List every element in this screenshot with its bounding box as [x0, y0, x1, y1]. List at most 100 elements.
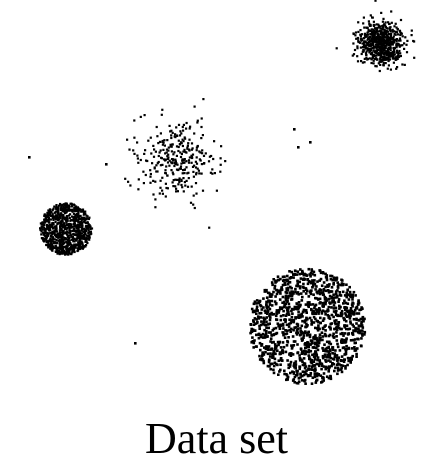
cluster-point-left-small-disk: [61, 225, 64, 228]
cluster-point-top-right-dense: [382, 26, 385, 29]
cluster-point-left-small-disk: [83, 237, 86, 240]
cluster-point-upper-middle-sparse: [154, 206, 157, 209]
cluster-point-bottom-right-large-disk: [294, 360, 298, 363]
cluster-point-bottom-right-large-disk: [348, 285, 351, 289]
cluster-point-top-right-dense: [374, 38, 377, 41]
cluster-point-top-right-dense: [367, 20, 370, 23]
cluster-point-left-small-disk: [44, 219, 47, 222]
cluster-point-bottom-right-large-disk: [346, 333, 350, 336]
cluster-point-upper-middle-sparse: [164, 159, 167, 162]
cluster-point-upper-middle-sparse: [220, 145, 223, 148]
cluster-point-top-right-dense: [391, 57, 394, 60]
cluster-point-bottom-right-large-disk: [266, 352, 270, 356]
cluster-point-left-small-disk: [39, 227, 42, 230]
cluster-point-top-right-dense: [359, 35, 362, 38]
cluster-point-bottom-right-large-disk: [313, 372, 317, 376]
cluster-point-upper-middle-sparse: [156, 162, 159, 165]
cluster-point-bottom-right-large-disk: [296, 316, 299, 319]
cluster-point-bottom-right-large-disk: [284, 329, 288, 332]
cluster-point-bottom-right-large-disk: [320, 367, 323, 371]
cluster-point-left-small-disk: [53, 211, 56, 214]
cluster-point-bottom-right-large-disk: [303, 363, 306, 367]
cluster-point-upper-middle-sparse: [153, 148, 156, 151]
cluster-point-left-small-disk: [71, 236, 74, 239]
cluster-point-bottom-right-large-disk: [270, 304, 274, 307]
cluster-point-upper-middle-sparse: [190, 154, 193, 157]
cluster-point-upper-middle-sparse: [157, 160, 160, 164]
cluster-point-upper-middle-sparse: [177, 149, 180, 153]
cluster-point-bottom-right-large-disk: [337, 298, 341, 301]
cluster-point-bottom-right-large-disk: [332, 357, 335, 361]
cluster-point-left-small-disk: [59, 207, 62, 210]
cluster-point-bottom-right-large-disk: [347, 327, 350, 331]
cluster-point-left-small-disk: [65, 241, 68, 244]
cluster-point-bottom-right-large-disk: [282, 327, 285, 330]
cluster-point-bottom-right-large-disk: [265, 345, 268, 348]
cluster-point-left-small-disk: [61, 240, 64, 243]
cluster-point-bottom-right-large-disk: [274, 302, 278, 306]
cluster-point-bottom-right-large-disk: [282, 305, 286, 309]
cluster-point-top-right-dense: [379, 57, 382, 60]
cluster-point-left-small-disk: [39, 228, 42, 232]
cluster-point-left-small-disk: [81, 228, 84, 231]
cluster-point-bottom-right-large-disk: [280, 306, 284, 310]
cluster-point-upper-middle-sparse: [166, 161, 170, 164]
cluster-point-left-small-disk: [77, 212, 80, 215]
cluster-point-bottom-right-large-disk: [327, 359, 330, 362]
cluster-point-bottom-right-large-disk: [333, 319, 336, 323]
cluster-point-bottom-right-large-disk: [315, 310, 319, 314]
cluster-point-top-right-dense: [399, 54, 402, 58]
cluster-point-bottom-right-large-disk: [269, 316, 272, 319]
cluster-point-left-small-disk: [68, 229, 71, 232]
cluster-point-bottom-right-large-disk: [334, 310, 337, 314]
cluster-point-bottom-right-large-disk: [336, 325, 339, 328]
cluster-point-bottom-right-large-disk: [261, 336, 265, 339]
cluster-point-upper-middle-sparse: [136, 154, 139, 157]
cluster-point-left-small-disk: [66, 235, 69, 238]
cluster-point-left-small-disk: [72, 233, 75, 236]
cluster-point-left-small-disk: [40, 233, 43, 236]
cluster-point-top-right-dense: [372, 49, 375, 52]
cluster-point-bottom-right-large-disk: [255, 305, 259, 308]
cluster-point-upper-middle-sparse: [192, 203, 195, 206]
cluster-point-upper-middle-sparse: [161, 163, 164, 166]
cluster-point-bottom-right-large-disk: [290, 290, 293, 293]
cluster-point-bottom-right-large-disk: [293, 363, 296, 366]
cluster-point-upper-middle-sparse: [193, 105, 196, 108]
cluster-point-upper-middle-sparse: [178, 167, 181, 170]
cluster-point-bottom-right-large-disk: [296, 307, 299, 310]
cluster-point-bottom-right-large-disk: [311, 303, 315, 306]
cluster-point-upper-middle-sparse: [165, 165, 168, 168]
cluster-point-bottom-right-large-disk: [311, 286, 314, 289]
cluster-point-left-small-disk: [67, 247, 70, 250]
cluster-point-bottom-right-large-disk: [347, 293, 350, 296]
cluster-point-left-small-disk: [65, 217, 69, 220]
cluster-point-bottom-right-large-disk: [358, 330, 362, 333]
cluster-point-top-right-dense: [389, 26, 392, 29]
cluster-point-bottom-right-large-disk: [334, 349, 337, 352]
cluster-point-top-right-dense: [388, 58, 391, 61]
cluster-point-bottom-right-large-disk: [271, 329, 275, 332]
cluster-point-top-right-dense: [375, 23, 378, 26]
cluster-point-bottom-right-large-disk: [272, 340, 275, 344]
cluster-point-left-small-disk: [82, 210, 85, 213]
cluster-point-bottom-right-large-disk: [268, 322, 271, 325]
cluster-point-top-right-dense: [389, 39, 392, 42]
cluster-point-bottom-right-large-disk: [312, 321, 316, 324]
cluster-point-upper-middle-sparse: [149, 136, 152, 139]
cluster-point-bottom-right-large-disk: [315, 378, 319, 382]
cluster-point-upper-middle-sparse: [180, 178, 183, 181]
cluster-point-upper-middle-sparse: [170, 150, 173, 153]
cluster-point-bottom-right-large-disk: [279, 358, 283, 362]
cluster-point-bottom-right-large-disk: [354, 329, 357, 332]
cluster-point-upper-middle-sparse: [158, 192, 161, 195]
cluster-point-bottom-right-large-disk: [345, 324, 349, 327]
cluster-point-bottom-right-large-disk: [345, 337, 348, 340]
cluster-point-top-right-dense: [390, 10, 393, 13]
cluster-point-bottom-right-large-disk: [329, 274, 332, 278]
cluster-point-left-small-disk: [82, 212, 86, 215]
cluster-point-bottom-right-large-disk: [351, 298, 354, 301]
cluster-point-left-small-disk: [58, 249, 61, 252]
cluster-point-bottom-right-large-disk: [289, 330, 292, 333]
cluster-point-bottom-right-large-disk: [292, 308, 295, 311]
